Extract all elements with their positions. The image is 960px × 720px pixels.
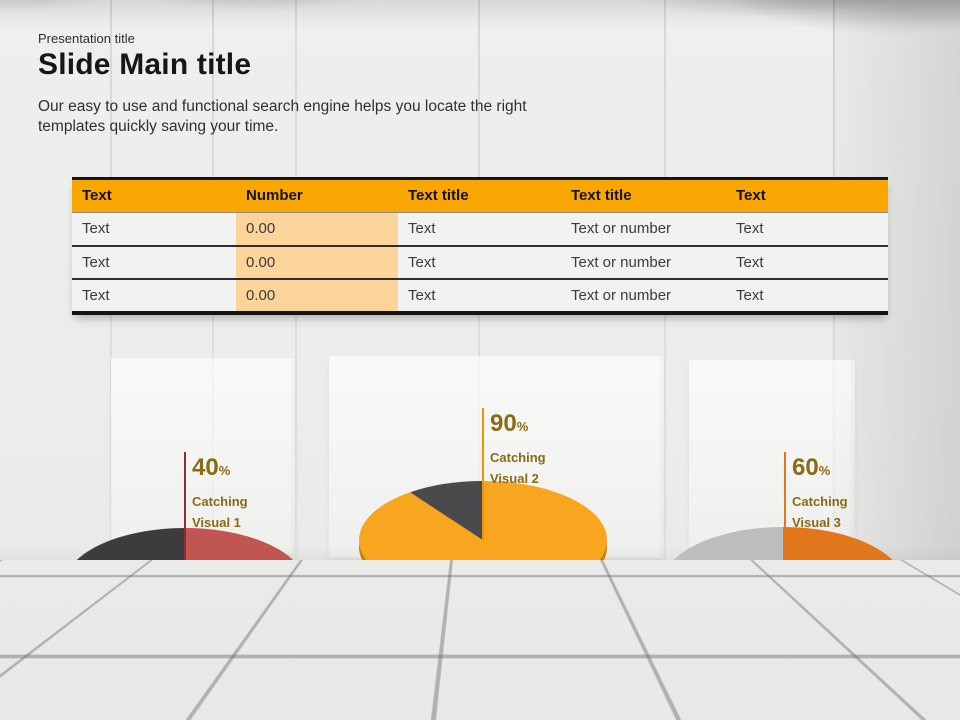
percent-value: 60%: [792, 455, 848, 484]
pie-caption: Catching Visual 2: [490, 447, 546, 489]
pie-caption: Catching Visual 1: [192, 491, 248, 533]
table-header-cell: Text title: [571, 187, 632, 204]
table-row: Text 0.00 Text Text or number Text: [72, 245, 888, 278]
pie-annotation-3: 60% Catching Visual 3: [792, 455, 848, 533]
table-cell-number: 0.00: [236, 280, 398, 311]
table-header-cell: Text: [736, 187, 766, 204]
leader-line: [784, 452, 786, 586]
pie-annotation-2: 90% Catching Visual 2: [490, 411, 546, 489]
pie-annotation-1: 40% Catching Visual 1: [192, 455, 248, 533]
percent-sign: %: [516, 419, 529, 434]
data-table: Text Number Text title Text title Text T…: [72, 177, 888, 315]
caption-line: Catching: [792, 494, 848, 509]
percent-value: 40%: [192, 455, 248, 484]
table-cell: Text or number: [571, 220, 672, 237]
wall-panel: [111, 358, 295, 554]
table-cell: Text: [736, 287, 764, 304]
table-cell-number: 0.00: [236, 213, 398, 245]
table-header-cell: Text title: [408, 187, 469, 204]
percent-sign: %: [818, 463, 831, 478]
table-cell: Text: [408, 287, 436, 304]
pie-graphic-2: [359, 481, 608, 606]
table-cell: Text: [408, 254, 436, 271]
percent-sign: %: [218, 463, 231, 478]
caption-line: Visual 2: [490, 471, 539, 486]
presentation-title-text: Presentation title: [38, 31, 135, 46]
table-cell-number: 0.00: [236, 247, 398, 278]
caption-line: Catching: [192, 494, 248, 509]
table-header-row: Text Number Text title Text title Text: [72, 180, 888, 212]
table-cell: Text: [736, 220, 764, 237]
table-row: Text 0.00 Text Text or number Text: [72, 278, 888, 311]
wall-panel: [689, 360, 855, 552]
percent-value: 90%: [490, 411, 546, 440]
table-row: Text 0.00 Text Text or number Text: [72, 212, 888, 245]
caption-line: Catching: [490, 450, 546, 465]
table-header-cell: Text: [82, 187, 112, 204]
slide-subtitle: Our easy to use and functional search en…: [38, 98, 527, 135]
table-cell: Text: [82, 254, 110, 271]
slide-main-title: Slide Main title: [38, 48, 252, 81]
caption-line: Visual 1: [192, 515, 241, 530]
pie-caption: Catching Visual 3: [792, 491, 848, 533]
table-cell: Text or number: [571, 287, 672, 304]
table-cell: Text: [82, 220, 110, 237]
slide-header: Presentation title Slide Main title Our …: [38, 31, 583, 137]
table-cell: Text or number: [571, 254, 672, 271]
percent-number: 40: [192, 454, 219, 481]
table-cell: Text: [408, 220, 436, 237]
leader-line: [184, 452, 186, 586]
pie-graphic-3: [661, 527, 906, 652]
caption-line: Visual 3: [792, 515, 841, 530]
table-header-cell: Number: [246, 187, 303, 204]
pie-graphic-1: [63, 528, 306, 651]
percent-number: 60: [792, 454, 819, 481]
table-cell: Text: [82, 287, 110, 304]
percent-number: 90: [490, 410, 517, 437]
table-cell: Text: [736, 254, 764, 271]
leader-line: [482, 408, 484, 540]
